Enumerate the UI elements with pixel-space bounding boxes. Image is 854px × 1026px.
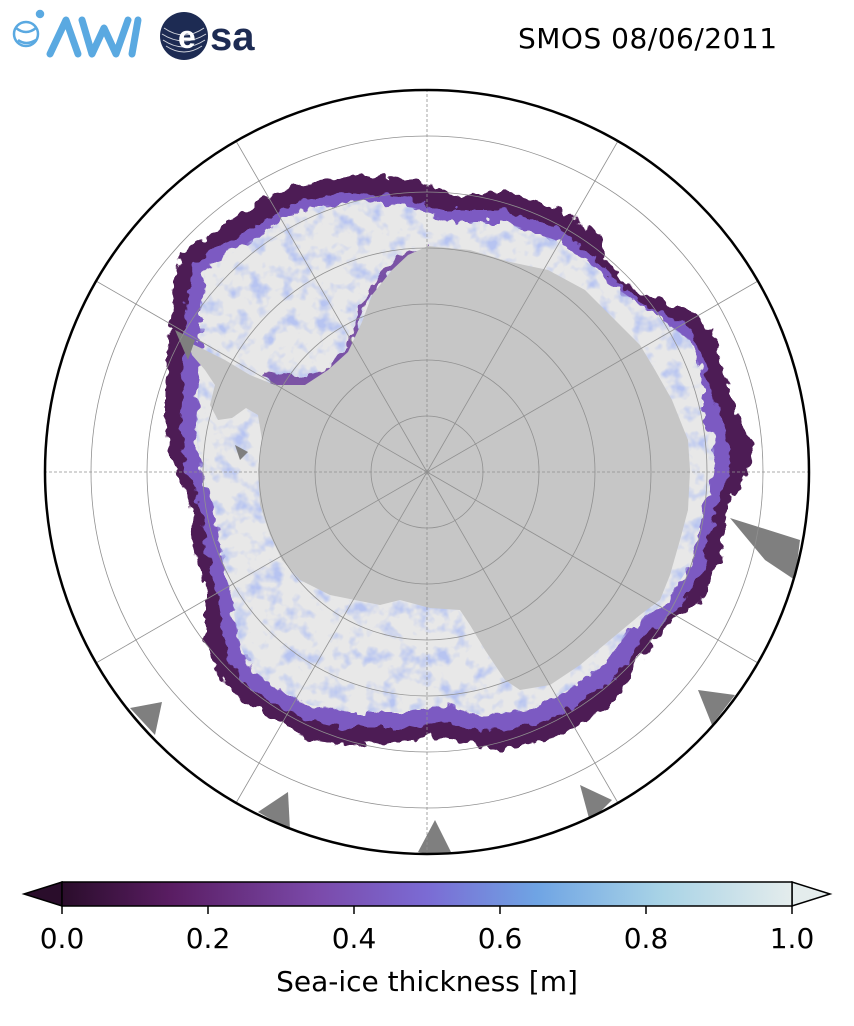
colorbar-tick-label: 1.0: [769, 922, 815, 955]
esa-logo-icon: e: [160, 12, 208, 60]
colorbar-bar: [21, 880, 833, 914]
svg-text:e: e: [178, 19, 196, 55]
colorbar-extend-low: [21, 880, 63, 908]
awi-logo-icon: [12, 9, 45, 48]
colorbar-gradient: [61, 881, 793, 907]
header: e sa SMOS 08/06/2011: [0, 0, 854, 80]
colorbar-label: Sea-ice thickness [m]: [276, 965, 578, 998]
colorbar-tick-label: 0.0: [39, 922, 85, 955]
colorbar-tick-label: 0.2: [185, 922, 231, 955]
map-title: SMOS 08/06/2011: [518, 22, 778, 55]
esa-logo: e sa: [160, 12, 255, 60]
colorbar-tick-label: 0.4: [331, 922, 377, 955]
colorbar-ticks: [61, 906, 793, 914]
colorbar-extend-high: [791, 880, 833, 908]
graticule: [45, 90, 809, 854]
no-data-regions: [130, 330, 800, 854]
map-boundary: [43, 88, 811, 856]
colorbar-tick-label: 0.6: [477, 922, 523, 955]
colorbar: 0.0 0.2 0.4 0.6 0.8 1.0 Sea-ice thickness [m]: [0, 870, 854, 1026]
polar-map-canvas: [43, 88, 811, 856]
awi-logo: [12, 9, 142, 58]
antarctica: [188, 246, 690, 690]
colorbar-tick-label: 0.8: [623, 922, 669, 955]
esa-logo-text: sa: [210, 15, 255, 59]
awi-logo-letters: [46, 16, 142, 58]
polar-map: [43, 88, 811, 856]
